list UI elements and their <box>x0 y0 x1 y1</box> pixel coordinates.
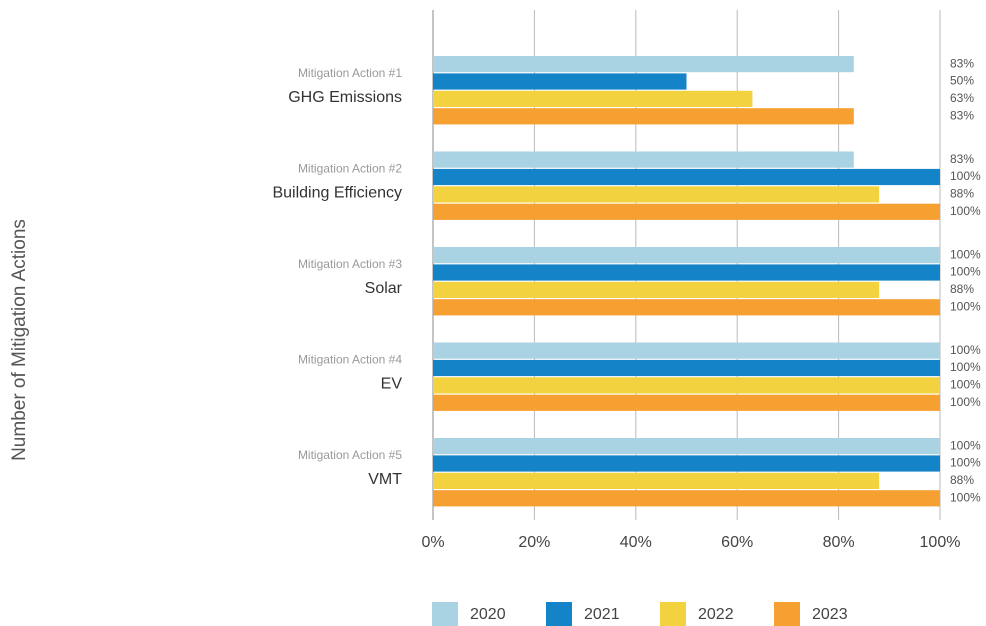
value-label: 100% <box>950 378 981 392</box>
category-label: Building Efficiency <box>272 185 402 202</box>
bar <box>433 472 880 489</box>
bar <box>433 247 940 264</box>
value-label: 100% <box>950 438 981 452</box>
value-label: 100% <box>950 299 981 313</box>
bar <box>433 56 854 73</box>
bar <box>433 168 940 186</box>
value-label: 63% <box>950 91 974 105</box>
category-label: EV <box>381 376 403 393</box>
value-label: 88% <box>950 187 974 201</box>
bar <box>433 455 940 472</box>
legend-label: 2020 <box>470 606 506 623</box>
bar <box>433 394 940 411</box>
bar <box>433 73 687 90</box>
value-label: 100% <box>950 204 981 218</box>
category-subtitle: Mitigation Action #3 <box>298 257 402 271</box>
value-label: 88% <box>950 282 974 296</box>
value-label: 100% <box>950 490 981 504</box>
bar <box>433 359 940 377</box>
bar <box>433 108 854 125</box>
bar <box>433 151 854 168</box>
category-subtitle: Mitigation Action #1 <box>298 66 402 80</box>
legend-swatch <box>774 602 800 626</box>
value-label: 100% <box>950 360 981 374</box>
value-label: 100% <box>950 247 981 261</box>
value-label: 100% <box>950 343 981 357</box>
category-label: VMT <box>368 471 402 488</box>
bar <box>433 342 940 359</box>
y-axis-label: Number of Mitigation Actions <box>9 219 30 461</box>
legend-label: 2022 <box>698 606 734 623</box>
legend-swatch <box>546 602 572 626</box>
value-label: 100% <box>950 265 981 279</box>
x-tick-label: 0% <box>421 534 444 551</box>
x-tick-label: 60% <box>721 534 753 551</box>
value-label: 83% <box>950 108 974 122</box>
category-subtitle: Mitigation Action #2 <box>298 161 402 175</box>
legend-swatch <box>660 602 686 626</box>
bar <box>433 299 940 316</box>
x-tick-label: 80% <box>823 534 855 551</box>
legend-label: 2023 <box>812 606 848 623</box>
value-label: 100% <box>950 456 981 470</box>
category-label: Solar <box>365 280 403 297</box>
bar <box>433 264 940 281</box>
x-tick-label: 20% <box>518 534 550 551</box>
category-subtitle: Mitigation Action #4 <box>298 352 402 366</box>
category-subtitle: Mitigation Action #5 <box>298 448 402 462</box>
bar <box>433 377 940 394</box>
x-tick-label: 100% <box>920 534 961 551</box>
legend-label: 2021 <box>584 606 620 623</box>
bar <box>433 186 880 203</box>
legend-swatch <box>432 602 458 626</box>
bar <box>433 90 753 107</box>
bar <box>433 490 940 507</box>
x-tick-label: 40% <box>620 534 652 551</box>
category-label: GHG Emissions <box>288 89 402 106</box>
value-label: 100% <box>950 169 981 183</box>
value-label: 50% <box>950 74 974 88</box>
value-label: 88% <box>950 473 974 487</box>
value-label: 100% <box>950 395 981 409</box>
bar <box>433 203 940 220</box>
value-label: 83% <box>950 152 974 166</box>
bar <box>433 281 880 298</box>
value-label: 83% <box>950 56 974 70</box>
bar <box>433 438 940 455</box>
